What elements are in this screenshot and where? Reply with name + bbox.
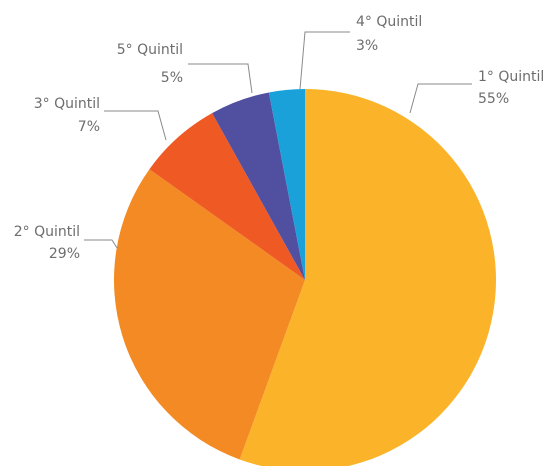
leader-line: [299, 31, 350, 90]
pie-slice: [113, 169, 306, 460]
slice-label: 4° Quintil: [356, 14, 422, 30]
pie-slice: [239, 89, 496, 466]
slice-value-label: 55%: [478, 91, 509, 107]
pie-slice: [212, 92, 305, 280]
slice-value-label: 5%: [161, 70, 183, 86]
slice-label: 5° Quintil: [117, 42, 183, 58]
leader-line: [409, 83, 472, 114]
slice-label: 2° Quintil: [14, 224, 80, 240]
slice-value-label: 7%: [78, 119, 100, 135]
leader-line: [104, 110, 167, 141]
slice-value-label: 29%: [49, 246, 80, 262]
slice-label: 1° Quintil: [478, 69, 544, 85]
leader-line: [84, 239, 118, 249]
pie-slice: [268, 89, 305, 280]
slice-value-label: 3%: [356, 38, 378, 54]
slice-label: 3° Quintil: [34, 96, 100, 112]
leader-line: [188, 63, 253, 94]
pie-slice: [149, 113, 305, 280]
